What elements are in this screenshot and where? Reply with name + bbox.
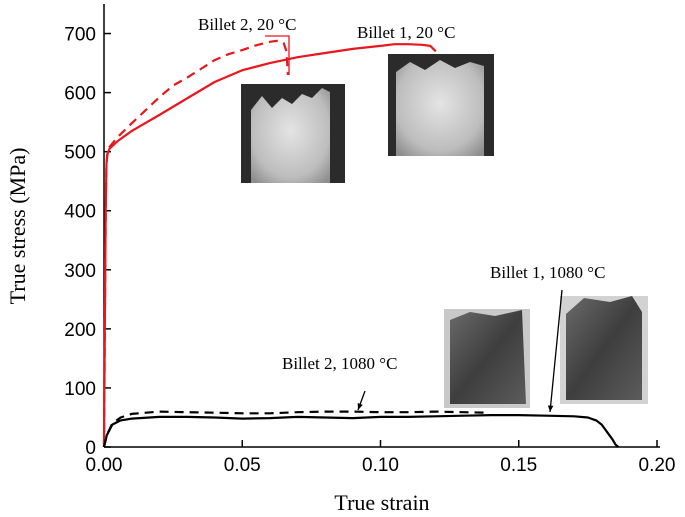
annotation-arrowhead: [357, 403, 363, 410]
y-tick-label: 500: [64, 143, 96, 164]
series-line-3: [102, 414, 620, 448]
x-axis-title: True strain: [334, 490, 429, 515]
inset-photo-billet2-20c: [241, 84, 345, 183]
inset-photo-billet1-1080c: [560, 296, 648, 404]
y-tick-label: 0: [85, 438, 96, 459]
axis-ticks: 0.00 0.05 0.10 0.15 0.20 0 100 200 300 400 500 600 7…: [64, 25, 675, 476]
y-tick-label: 600: [64, 84, 96, 105]
annotation-leader: [265, 35, 290, 75]
inset-photo-billet1-20c: [388, 54, 494, 156]
annotation-label: Billet 2, 1080 °C: [282, 354, 397, 373]
y-tick-label: 400: [64, 202, 96, 223]
y-tick-label: 200: [64, 320, 96, 341]
annotation-label: Billet 1, 1080 °C: [490, 263, 605, 282]
x-tick-label: 0.15: [500, 455, 537, 476]
y-axis-title: True stress (MPa): [5, 148, 30, 305]
x-tick-label: 0.20: [639, 455, 676, 476]
annotation-layer: Billet 2, 20 °C Billet 1, 20 °C Billet 1, …: [198, 15, 605, 413]
y-tick-label: 700: [64, 25, 96, 46]
series-line-4: [102, 410, 486, 448]
series-line-2: [102, 39, 289, 448]
annotation-leader: [549, 289, 563, 413]
y-tick-label: 100: [64, 379, 96, 400]
y-tick-label: 300: [64, 261, 96, 282]
annotation-arrowhead: [547, 405, 554, 412]
annotation-label: Billet 1, 20 °C: [357, 23, 455, 42]
series-layer: [102, 39, 620, 448]
x-tick-label: 0.00: [86, 455, 123, 476]
inset-photo-billet2-1080c: [444, 309, 530, 408]
annotation-label: Billet 2, 20 °C: [198, 15, 296, 34]
x-tick-label: 0.10: [362, 455, 399, 476]
x-tick-label: 0.05: [224, 455, 261, 476]
